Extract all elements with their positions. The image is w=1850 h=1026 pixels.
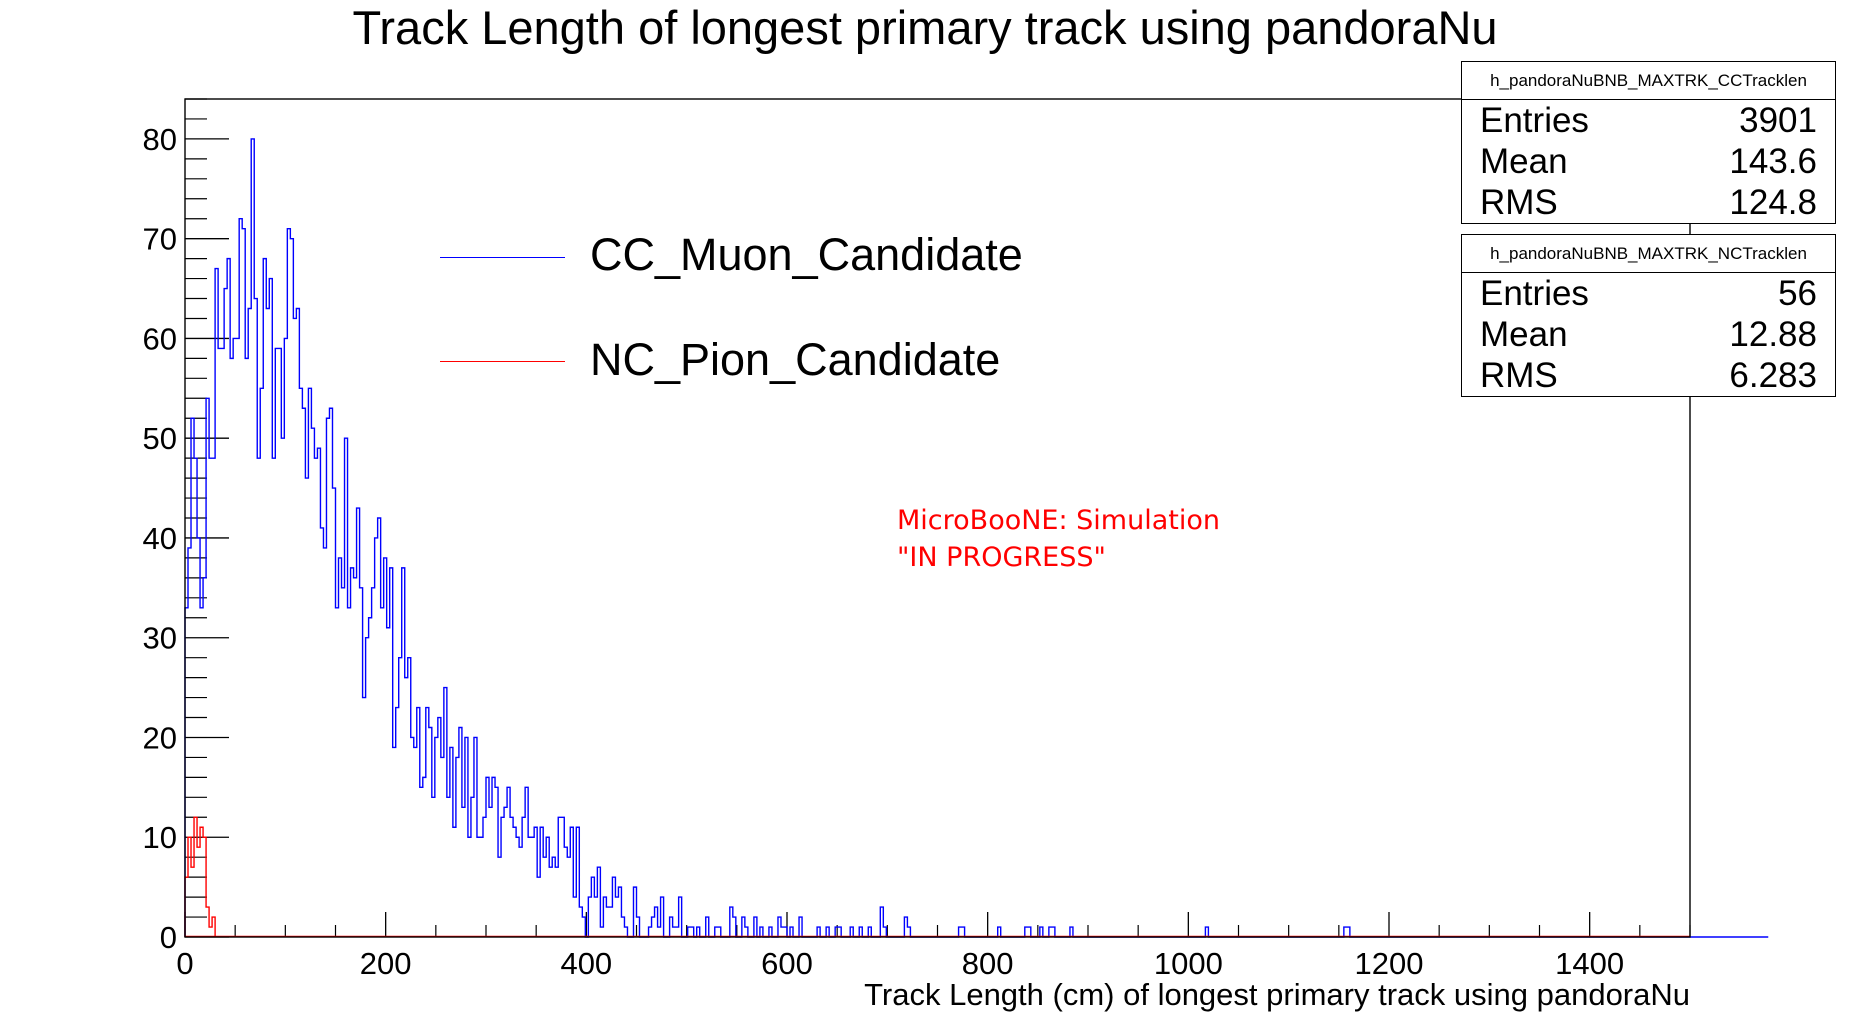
y-tick-label: 50: [143, 421, 177, 456]
x-tick-label: 600: [761, 946, 813, 981]
stat-row-entries: Entries 3901: [1462, 100, 1835, 141]
watermark-line-2: "IN PROGRESS": [897, 542, 1106, 573]
stat-row-rms: RMS 6.283: [1462, 355, 1835, 396]
x-tick-label: 800: [962, 946, 1014, 981]
simulation-watermark: MicroBooNE: Simulation "IN PROGRESS": [897, 502, 1220, 576]
stat-value: 143.6: [1729, 142, 1817, 181]
x-tick-label: 1000: [1154, 946, 1223, 981]
plot-frame-rect: [184, 98, 1691, 938]
y-tick-label: 30: [143, 621, 177, 656]
y-tick-label: 70: [143, 222, 177, 257]
stat-label: RMS: [1480, 356, 1558, 395]
legend-line-nc: [440, 361, 565, 362]
stat-label: Entries: [1480, 274, 1589, 313]
y-tick-label: 80: [143, 122, 177, 157]
stat-box-title: h_pandoraNuBNB_MAXTRK_CCTracklen: [1462, 62, 1835, 100]
stat-value: 124.8: [1729, 183, 1817, 222]
y-tick-label: 20: [143, 720, 177, 755]
x-tick-label: 0: [176, 946, 193, 981]
stat-box-cc: h_pandoraNuBNB_MAXTRK_CCTracklen Entries…: [1461, 61, 1836, 224]
y-tick-label: 40: [143, 521, 177, 556]
plot-frame: [184, 98, 1691, 938]
stat-label: Mean: [1480, 142, 1568, 181]
stat-box-nc: h_pandoraNuBNB_MAXTRK_NCTracklen Entries…: [1461, 234, 1836, 397]
stat-label: RMS: [1480, 183, 1558, 222]
stat-row-mean: Mean 143.6: [1462, 141, 1835, 182]
stat-value: 3901: [1739, 101, 1817, 140]
series-nc-pion-histogram: [184, 816, 216, 937]
x-axis-title: Track Length (cm) of longest primary tra…: [864, 977, 1690, 1012]
legend-line-cc: [440, 257, 565, 258]
legend-label-cc: CC_Muon_Candidate: [590, 229, 1023, 280]
stat-label: Mean: [1480, 315, 1568, 354]
watermark-line-1: MicroBooNE: Simulation: [897, 505, 1220, 536]
x-tick-label: 1400: [1555, 946, 1624, 981]
stat-value: 6.283: [1729, 356, 1817, 395]
stat-value: 12.88: [1729, 315, 1817, 354]
stat-row-entries: Entries 56: [1462, 273, 1835, 314]
stat-label: Entries: [1480, 101, 1589, 140]
y-tick-label: 0: [160, 920, 177, 955]
stat-row-mean: Mean 12.88: [1462, 314, 1835, 355]
chart-title: Track Length of longest primary track us…: [352, 1, 1498, 54]
legend-label-nc: NC_Pion_Candidate: [590, 334, 1001, 385]
y-tick-label: 60: [143, 321, 177, 356]
x-tick-label: 200: [360, 946, 412, 981]
x-tick-label: 1200: [1355, 946, 1424, 981]
stat-row-rms: RMS 124.8: [1462, 182, 1835, 223]
stat-value: 56: [1778, 274, 1817, 313]
x-tick-label: 400: [560, 946, 612, 981]
stat-box-title: h_pandoraNuBNB_MAXTRK_NCTracklen: [1462, 235, 1835, 273]
y-tick-label: 10: [143, 820, 177, 855]
